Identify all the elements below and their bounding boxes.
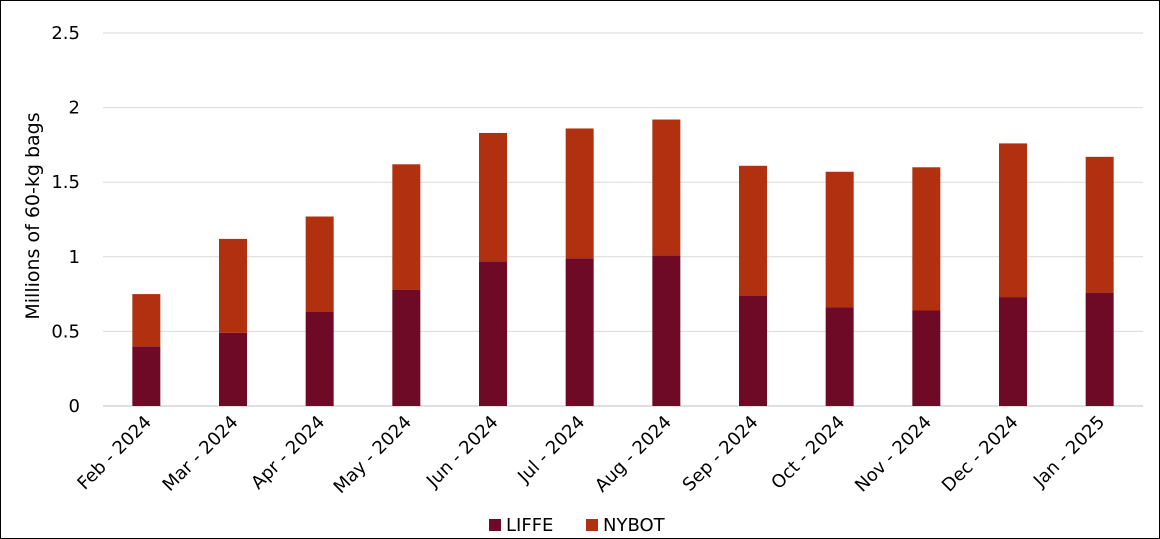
x-tick-label: Feb - 2024	[73, 412, 155, 494]
bar-liffe	[912, 310, 941, 406]
bar-nybot	[1085, 156, 1114, 293]
x-tick-label: Mar - 2024	[159, 412, 243, 496]
y-tick-label: 2	[69, 98, 80, 119]
y-tick-label: 2.5	[51, 23, 80, 44]
bar-nybot	[825, 171, 854, 308]
bar-nybot	[739, 165, 767, 296]
x-tick-label: May - 2024	[330, 412, 416, 498]
gridlines	[103, 32, 1143, 407]
x-tick-label: Jan - 2025	[1029, 412, 1109, 492]
bar-liffe	[132, 346, 161, 406]
x-tick-label: Dec - 2024	[938, 412, 1023, 497]
legend-swatch-nybot	[586, 519, 598, 531]
bar-liffe	[1085, 292, 1114, 406]
bar-liffe	[999, 297, 1027, 406]
legend-label-liffe: LIFFE	[506, 515, 553, 536]
y-axis-ticks: 0 0.5 1 1.5 2 2.5	[51, 23, 80, 417]
bars	[132, 119, 1114, 406]
bar-liffe	[219, 332, 247, 406]
x-tick-label: Jun - 2024	[422, 412, 503, 493]
y-axis-label: Millions of 60-kg bags	[22, 112, 44, 319]
y-tick-label: 0.5	[51, 321, 80, 342]
legend-swatch-liffe	[489, 519, 501, 531]
bar-nybot	[305, 216, 334, 313]
bar-nybot	[479, 132, 507, 262]
bar-nybot	[999, 143, 1027, 298]
x-axis-ticks: Feb - 2024 Mar - 2024 Apr - 2024 May - 2024…	[73, 412, 1109, 498]
y-tick-label: 1.5	[51, 172, 80, 193]
legend-label-nybot: NYBOT	[603, 515, 666, 536]
y-tick-label: 1	[69, 247, 80, 268]
bar-liffe	[652, 255, 681, 406]
x-tick-label: Oct - 2024	[767, 412, 849, 494]
bar-liffe	[825, 307, 854, 406]
bar-nybot	[392, 164, 421, 290]
bar-liffe	[739, 295, 767, 406]
legend: LIFFE NYBOT	[489, 515, 666, 536]
x-tick-label: Nov - 2024	[851, 412, 936, 497]
bar-liffe	[392, 289, 421, 406]
y-tick-label: 0	[69, 396, 80, 417]
bar-liffe	[479, 261, 507, 406]
x-tick-label: Jul - 2024	[513, 412, 589, 488]
x-tick-label: Aug - 2024	[591, 412, 676, 497]
x-tick-label: Sep - 2024	[679, 412, 763, 496]
bar-liffe	[305, 312, 334, 406]
bar-nybot	[912, 167, 941, 311]
bar-nybot	[219, 238, 247, 333]
bar-nybot	[652, 119, 681, 256]
x-tick-label: Apr - 2024	[247, 412, 329, 494]
bar-nybot	[132, 294, 161, 347]
bar-liffe	[565, 258, 594, 406]
bar-nybot	[565, 128, 594, 259]
